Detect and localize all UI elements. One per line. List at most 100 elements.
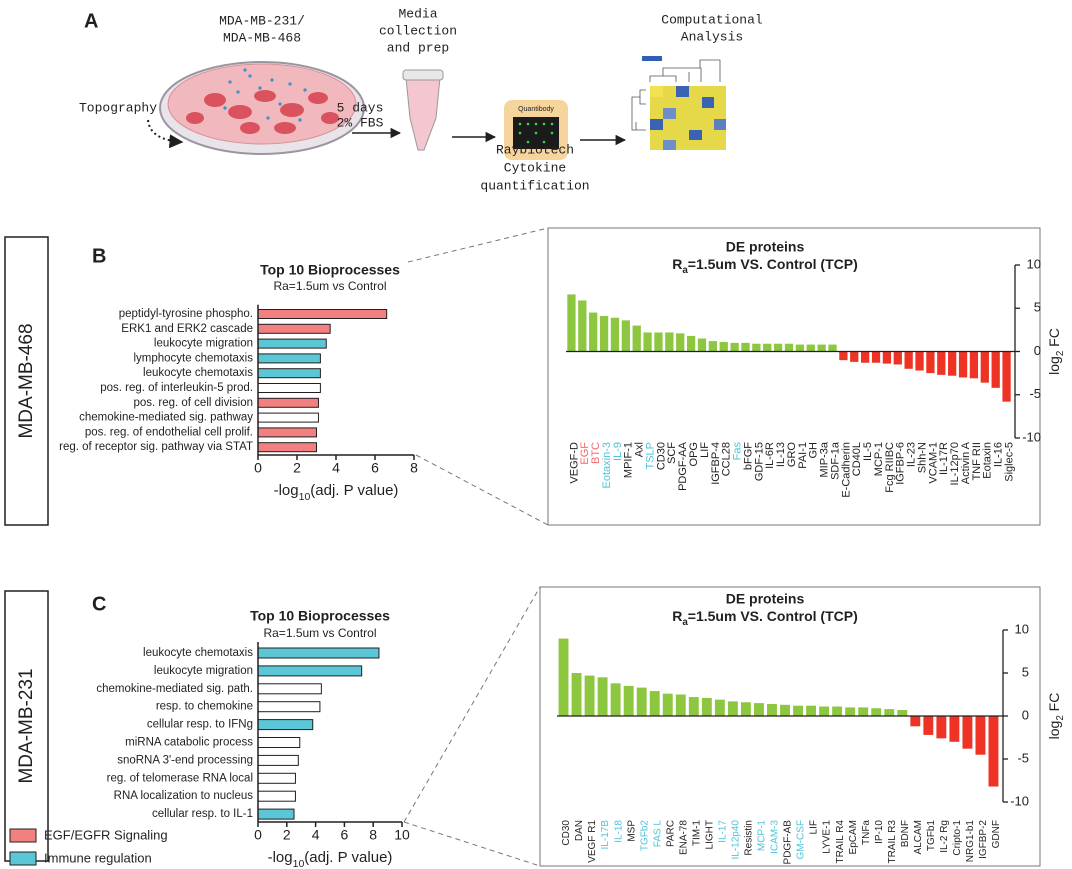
category-label: Fas: [732, 442, 744, 461]
bar: [257, 383, 321, 393]
category-label: chemokine-mediated sig. path.: [96, 683, 253, 695]
category-label: cellular resp. to IFNg: [147, 719, 253, 731]
media-label: and prep: [387, 40, 449, 55]
bar: [610, 683, 621, 716]
bar: [780, 704, 790, 716]
bar: [763, 343, 772, 352]
category-label: CD40L: [851, 442, 863, 476]
zoom-box: [547, 227, 1041, 526]
chart-subtitle-part: R: [672, 256, 682, 272]
bar: [567, 294, 576, 352]
category-label: PDGF-AA: [677, 441, 689, 491]
category-label: GM-CSF: [796, 820, 807, 859]
y-tick-label: 10: [1027, 256, 1041, 271]
bar: [861, 351, 870, 363]
bar: [793, 705, 803, 716]
bar: [257, 772, 296, 784]
category-label: SDF-1a: [829, 441, 841, 480]
y-tick-label: -10: [1010, 793, 1029, 808]
x-axis-label-part: 10: [293, 858, 305, 869]
category-label: IL-23: [906, 442, 918, 467]
zoom-line: [403, 821, 541, 867]
bar: [675, 694, 686, 716]
assay-label: quantification: [480, 178, 589, 193]
bar: [643, 332, 652, 352]
category-label: snoRNA 3'-end processing: [117, 754, 253, 766]
category-label: LIF: [809, 820, 820, 834]
bar: [257, 737, 301, 748]
category-label: PAI-1: [797, 442, 809, 469]
heatmap-icon: [631, 56, 726, 150]
bar: [884, 709, 895, 716]
category-label: DAN: [574, 820, 585, 841]
bar: [623, 685, 634, 716]
bar: [991, 351, 1000, 388]
category-label: IL-13: [775, 442, 787, 467]
bar: [752, 343, 761, 352]
bar: [1002, 351, 1011, 402]
category-label: chemokine-mediated sig. pathway: [79, 412, 253, 424]
x-tick-label: 0: [254, 460, 262, 476]
category-label: CD30: [561, 820, 572, 846]
x-tick-label: 8: [410, 460, 418, 476]
bar: [257, 338, 327, 349]
bar: [949, 716, 960, 742]
bar: [621, 320, 630, 352]
bar: [654, 332, 663, 352]
workflow: MDA-MB-231/ MDA-MB-468 Topography 5 days…: [79, 6, 763, 193]
category-label: Fcg RIIBC: [884, 442, 896, 493]
bar: [697, 338, 707, 352]
zoom-box: [539, 586, 1041, 867]
assay-label: Raybiotech: [496, 142, 574, 157]
bar: [958, 351, 968, 378]
bar: [817, 344, 826, 352]
category-label: leukocyte migration: [154, 665, 253, 677]
bar: [257, 442, 317, 453]
bar: [819, 706, 830, 716]
bar: [558, 638, 569, 716]
y-axis-label: log2 FC: [1046, 328, 1066, 375]
x-axis-label: -log10(adj. P value): [274, 482, 399, 503]
legend-swatch: [9, 851, 37, 866]
category-label: BDNF: [900, 820, 911, 847]
category-label: BTC: [590, 442, 602, 464]
bar: [915, 351, 924, 371]
bar: [988, 716, 999, 787]
bar: [714, 699, 725, 716]
bar: [686, 335, 696, 352]
chart-title: Top 10 Bioprocesses: [260, 262, 400, 278]
category-label: GH: [808, 442, 820, 459]
category-label: reg. of telomerase RNA local: [107, 772, 253, 784]
bar: [676, 333, 685, 352]
category-label: Axl: [634, 442, 646, 457]
culture-label: 5 days: [337, 100, 384, 115]
category-label: PARC: [665, 820, 676, 847]
category-label: IL-18: [613, 820, 624, 843]
bar: [610, 317, 620, 352]
bar: [665, 332, 674, 352]
category-label: MCP-1: [873, 442, 885, 476]
chart-subtitle: Ra=1.5um vs Control: [263, 626, 376, 640]
bar: [858, 707, 869, 716]
category-label: MCP-1: [757, 820, 768, 852]
category-label: CD30: [655, 442, 667, 470]
bar: [597, 677, 608, 716]
y-axis-label-part: log: [1046, 721, 1062, 740]
category-label: LYVE-1: [822, 820, 833, 854]
bar: [784, 343, 794, 352]
category-label: Resistin: [744, 820, 755, 856]
legend-label: EGF/EGFR Signaling: [44, 827, 168, 842]
bar: [948, 351, 957, 376]
bar: [701, 697, 712, 716]
row-label-box: [4, 590, 49, 862]
chart-subtitle: Ra=1.5um VS. Control (TCP): [672, 608, 858, 628]
y-tick-label: 10: [1015, 621, 1029, 636]
y-axis-label-part: 2: [1055, 715, 1066, 720]
category-label: IGFBP-4: [710, 442, 722, 485]
chart-subtitle-part: =1.5um VS. Control (TCP): [688, 608, 858, 624]
bar: [257, 647, 380, 659]
particles: [223, 68, 307, 122]
panel-label: B: [92, 245, 106, 267]
y-tick-label: -5: [1029, 386, 1041, 401]
x-tick-label: 6: [341, 827, 349, 843]
